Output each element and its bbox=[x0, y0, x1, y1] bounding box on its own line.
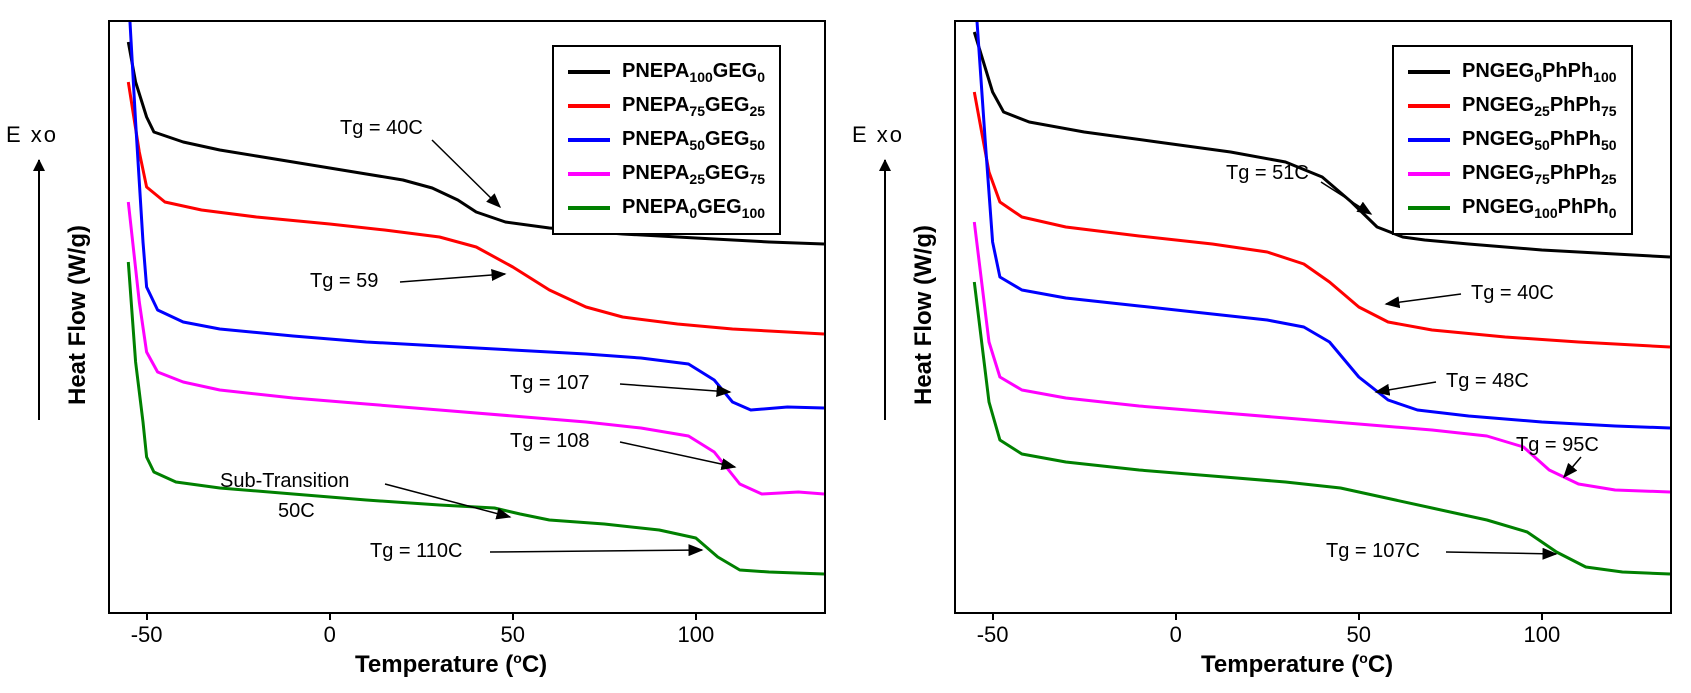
x-tick bbox=[1358, 612, 1360, 620]
legend-item: PNEPA50GEG50 bbox=[568, 123, 765, 157]
exo-label: E xo bbox=[852, 122, 904, 148]
x-axis-label: Temperature (oC) bbox=[355, 650, 547, 679]
annotation-label: Tg = 59 bbox=[310, 270, 378, 293]
x-tick-label: 100 bbox=[1523, 622, 1560, 648]
x-tick bbox=[329, 612, 331, 620]
x-tick-label: 0 bbox=[324, 622, 336, 648]
annotation-arrow bbox=[1321, 182, 1371, 214]
annotation-label: Tg = 110C bbox=[370, 540, 462, 563]
annotation-label: Tg = 108 bbox=[510, 430, 590, 453]
x-tick bbox=[1541, 612, 1543, 620]
legend-swatch bbox=[1408, 138, 1450, 142]
x-tick-label: 50 bbox=[1347, 622, 1371, 648]
legend-swatch bbox=[1408, 206, 1450, 210]
x-tick-label: 100 bbox=[677, 622, 714, 648]
legend-label: PNEPA100GEG0 bbox=[622, 60, 765, 85]
legend-item: PNGEG25PhPh75 bbox=[1408, 89, 1617, 123]
annotation-label: Sub-Transition bbox=[220, 470, 349, 493]
legend-item: PNGEG100PhPh0 bbox=[1408, 191, 1617, 225]
legend-item: PNGEG50PhPh50 bbox=[1408, 123, 1617, 157]
x-axis-label: Temperature (oC) bbox=[1201, 650, 1393, 679]
annotation-arrow bbox=[400, 274, 505, 282]
annotation-arrow bbox=[490, 550, 702, 552]
annotation-label: Tg = 107C bbox=[1326, 540, 1420, 563]
exo-arrow bbox=[884, 160, 886, 420]
y-axis-label: Heat Flow (W/g) bbox=[64, 205, 92, 425]
annotation-arrow bbox=[432, 140, 500, 207]
legend-item: PNEPA25GEG75 bbox=[568, 157, 765, 191]
x-tick-label: -50 bbox=[131, 622, 163, 648]
legend-label: PNGEG0PhPh100 bbox=[1462, 60, 1617, 85]
annotation-label: Tg = 95C bbox=[1516, 434, 1599, 457]
x-tick bbox=[146, 612, 148, 620]
annotation-label: Tg = 107 bbox=[510, 372, 590, 395]
legend-label: PNGEG50PhPh50 bbox=[1462, 128, 1617, 153]
x-tick-label: -50 bbox=[977, 622, 1009, 648]
legend-swatch bbox=[568, 138, 610, 142]
legend-swatch bbox=[568, 206, 610, 210]
y-axis-label: Heat Flow (W/g) bbox=[910, 205, 938, 425]
annotation-label: Tg = 40C bbox=[340, 117, 423, 140]
figure-container: E xo Heat Flow (W/g) -50 0 50 100 Tg = 40C Tg =… bbox=[0, 0, 1691, 693]
legend-label: PNEPA0GEG100 bbox=[622, 196, 765, 221]
annotation-label: Tg = 48C bbox=[1446, 370, 1529, 393]
legend-swatch bbox=[1408, 172, 1450, 176]
legend-item: PNEPA100GEG0 bbox=[568, 55, 765, 89]
legend-label: PNEPA25GEG75 bbox=[622, 162, 765, 187]
panel-right: E xo Heat Flow (W/g) -50 0 50 100 Tg = 51C Tg =… bbox=[846, 0, 1691, 693]
legend-swatch bbox=[1408, 104, 1450, 108]
x-tick-label: 50 bbox=[501, 622, 525, 648]
legend: PNGEG0PhPh100 PNGEG25PhPh75 PNGEG50PhPh50 P… bbox=[1392, 45, 1633, 235]
legend-item: PNEPA0GEG100 bbox=[568, 191, 765, 225]
panel-left: E xo Heat Flow (W/g) -50 0 50 100 Tg = 40C Tg =… bbox=[0, 0, 846, 693]
legend-swatch bbox=[1408, 70, 1450, 74]
legend: PNEPA100GEG0 PNEPA75GEG25 PNEPA50GEG50 PNEP… bbox=[552, 45, 781, 235]
legend-item: PNGEG0PhPh100 bbox=[1408, 55, 1617, 89]
x-tick bbox=[1175, 612, 1177, 620]
annotation-arrow bbox=[1386, 294, 1461, 304]
annotation-label: Tg = 51C bbox=[1226, 162, 1309, 185]
annotation-arrow bbox=[620, 384, 730, 392]
annotation-arrow bbox=[1446, 552, 1556, 554]
legend-label: PNEPA75GEG25 bbox=[622, 94, 765, 119]
x-tick bbox=[695, 612, 697, 620]
x-tick bbox=[992, 612, 994, 620]
legend-swatch bbox=[568, 104, 610, 108]
annotation-arrow bbox=[620, 442, 735, 467]
x-tick-label: 0 bbox=[1170, 622, 1182, 648]
legend-swatch bbox=[568, 70, 610, 74]
x-tick bbox=[512, 612, 514, 620]
exo-label: E xo bbox=[6, 122, 58, 148]
legend-swatch bbox=[568, 172, 610, 176]
annotation-arrow bbox=[1376, 382, 1436, 392]
legend-item: PNEPA75GEG25 bbox=[568, 89, 765, 123]
legend-item: PNGEG75PhPh25 bbox=[1408, 157, 1617, 191]
exo-arrow bbox=[38, 160, 40, 420]
legend-label: PNEPA50GEG50 bbox=[622, 128, 765, 153]
legend-label: PNGEG75PhPh25 bbox=[1462, 162, 1617, 187]
annotation-label: 50C bbox=[278, 500, 315, 523]
annotation-label: Tg = 40C bbox=[1471, 282, 1554, 305]
plot-area: -50050100Tg = 51CTg = 40CTg = 48CTg = 95… bbox=[954, 20, 1672, 614]
legend-label: PNGEG100PhPh0 bbox=[1462, 196, 1617, 221]
legend-label: PNGEG25PhPh75 bbox=[1462, 94, 1617, 119]
annotation-arrow bbox=[385, 484, 510, 517]
annotation-arrow bbox=[1564, 457, 1581, 477]
plot-area: -50050100Tg = 40CTg = 59Tg = 107Tg = 108… bbox=[108, 20, 826, 614]
